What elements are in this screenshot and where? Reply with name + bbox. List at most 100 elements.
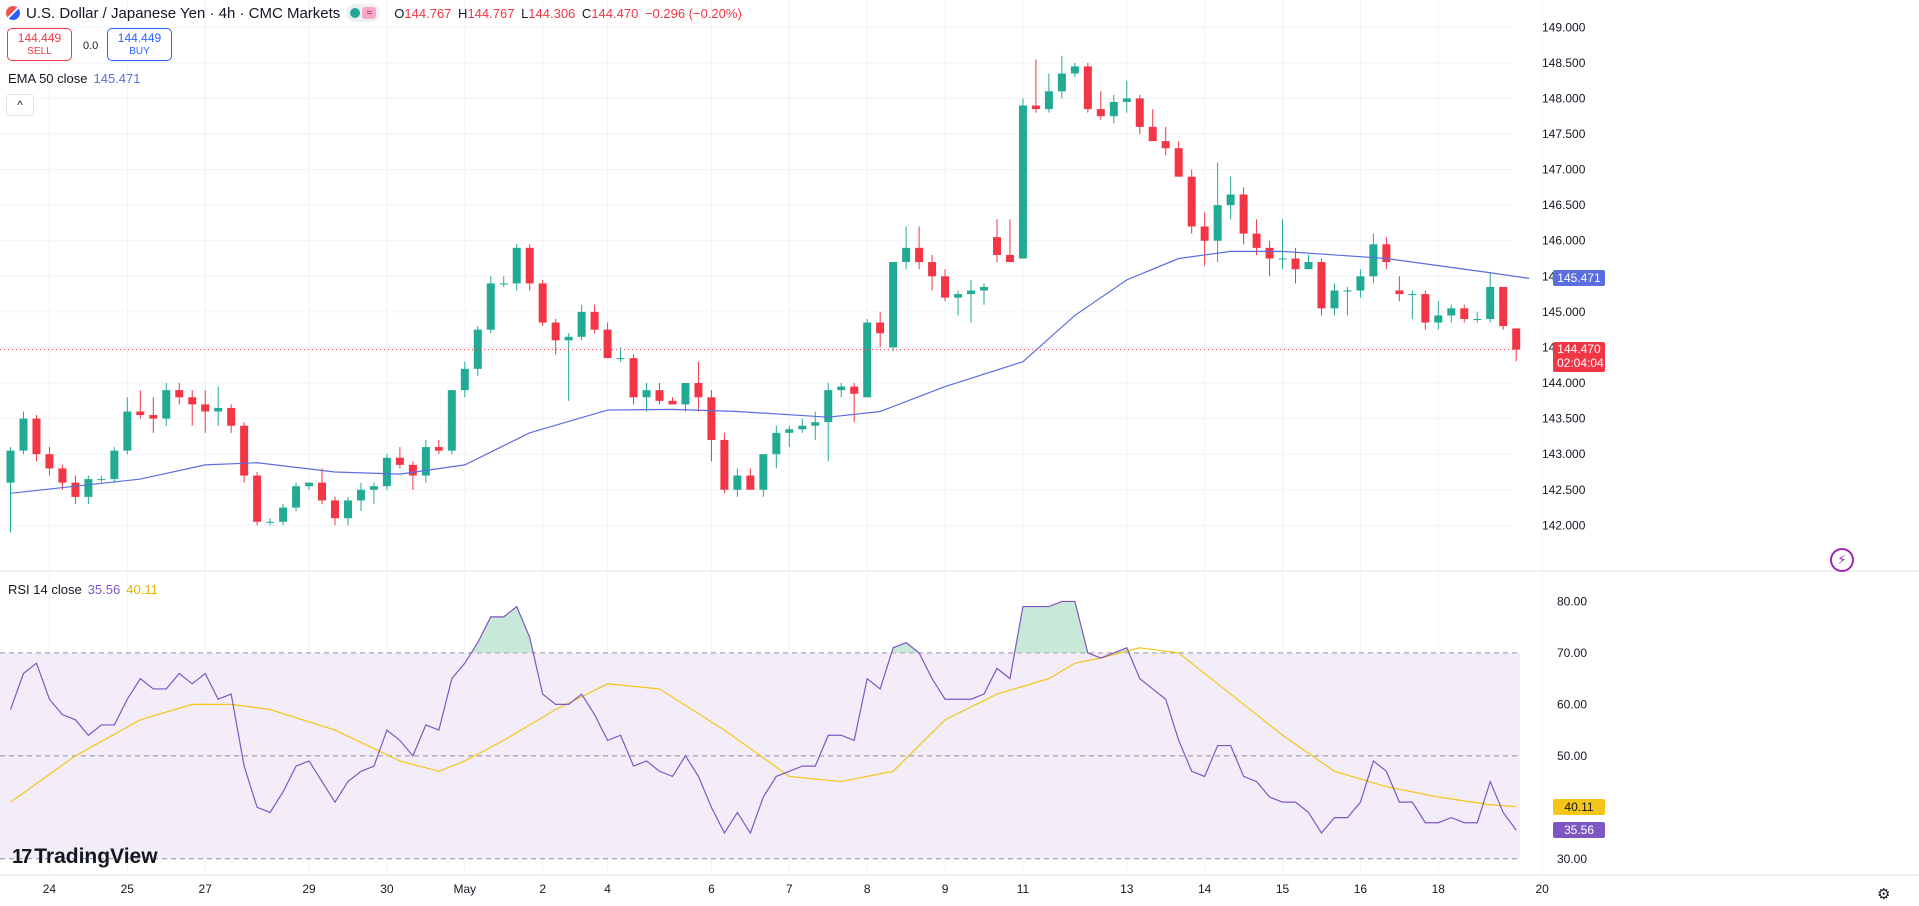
candle-body — [1304, 262, 1313, 270]
candlestick-series — [6, 55, 1521, 533]
time-tick-label: 20 — [1535, 882, 1549, 896]
ohlc-high-label: H — [458, 5, 468, 21]
settings-gear-icon[interactable]: ⚙ — [1877, 886, 1891, 903]
buy-price: 144.449 — [117, 31, 162, 45]
candle-body — [110, 450, 119, 480]
time-tick-label: 18 — [1432, 882, 1446, 896]
candle-body — [1226, 194, 1235, 206]
wave-icon: ≈ — [362, 7, 377, 19]
rsi-overbought-fill — [1014, 601, 1088, 653]
candle-body — [1187, 176, 1196, 227]
rsi-tick-label: 80.00 — [1557, 594, 1587, 608]
candle-body — [733, 475, 742, 490]
time-tick-label: 15 — [1276, 882, 1290, 896]
candle-body — [1434, 315, 1443, 323]
buy-button[interactable]: 144.449 BUY — [107, 28, 172, 61]
candle-body — [967, 290, 976, 295]
candle-body — [214, 407, 223, 412]
bar-countdown: 02:04:04 — [1557, 355, 1604, 370]
candle-body — [681, 383, 690, 405]
candle-body — [123, 411, 132, 451]
brand-name: TradingView — [34, 845, 158, 868]
candle-body — [1070, 66, 1079, 74]
candle-body — [798, 425, 807, 430]
candle-body — [1317, 262, 1326, 309]
candle-body — [395, 457, 404, 465]
candle-body — [902, 247, 911, 263]
status-pill[interactable]: ≈ — [346, 4, 381, 22]
time-tick-label: 9 — [942, 882, 949, 896]
candle-body — [343, 500, 352, 519]
candle-body — [32, 418, 41, 455]
sell-button[interactable]: 144.449 SELL — [7, 28, 72, 61]
collapse-legend-button[interactable]: ^ — [6, 94, 34, 116]
candle-body — [1291, 258, 1300, 270]
lightning-icon[interactable]: ⚡ — [1830, 548, 1854, 572]
candle-body — [71, 482, 80, 497]
candle-body — [1265, 247, 1274, 259]
candle-body — [1057, 73, 1066, 92]
candle-body — [1343, 290, 1352, 292]
candle-body — [279, 507, 288, 522]
candle-body — [915, 247, 924, 263]
candle-body — [1213, 205, 1222, 241]
ema-legend-label: EMA 50 close — [8, 71, 88, 86]
last-price-value: 144.470 — [1557, 341, 1601, 356]
candle-body — [759, 454, 768, 490]
candle-body — [1200, 226, 1209, 241]
flag-icon — [6, 6, 20, 20]
candle-body — [382, 457, 391, 487]
candle-body — [6, 450, 15, 483]
candle-body — [84, 479, 93, 497]
last-price-tag: 144.470 02:04:04 — [1553, 341, 1605, 372]
ema-line — [10, 250, 1530, 494]
candle-body — [1408, 294, 1417, 296]
candle-body — [473, 329, 482, 369]
candle-body — [175, 390, 184, 398]
candle-body — [292, 486, 301, 508]
rsi-tick-label: 50.00 — [1557, 749, 1587, 763]
rsi-lines — [9, 600, 1517, 835]
price-tick-label: 142.500 — [1542, 483, 1586, 497]
candle-body — [811, 422, 820, 426]
rsi-legend[interactable]: RSI 14 close 35.56 40.11 — [8, 582, 158, 597]
ema-legend[interactable]: EMA 50 close 145.471 — [8, 71, 141, 86]
price-tick-label: 143.000 — [1542, 447, 1586, 461]
candle-body — [525, 247, 534, 284]
time-tick-label: 24 — [43, 882, 57, 896]
time-tick-label: 25 — [121, 882, 135, 896]
candle-body — [1083, 66, 1092, 110]
tradingview-logo[interactable]: 17 TradingView — [12, 845, 158, 869]
candle-body — [512, 247, 521, 284]
candle-body — [707, 397, 716, 440]
rsi-legend-label: RSI 14 close — [8, 582, 82, 597]
ohlc-low-value: 144.306 — [528, 5, 576, 21]
candle-body — [1512, 328, 1521, 350]
ohlc-high-value: 144.767 — [467, 5, 515, 21]
time-axis: 24 25 27 29 30 May 2 4 6 7 8 9 11 13 14 15 16 18 20 — [43, 882, 1549, 896]
time-tick-label: 6 — [708, 882, 715, 896]
market-open-dot-icon — [350, 8, 361, 18]
ohlc-open-value: 144.767 — [404, 5, 452, 21]
candle-body — [564, 336, 573, 341]
ohlc-close-value: 144.470 — [591, 5, 639, 21]
candle-body — [992, 237, 1001, 255]
price-tick-label: 147.500 — [1542, 127, 1586, 141]
candle-body — [447, 390, 456, 451]
time-tick-label: 11 — [1017, 882, 1030, 896]
candle-body — [1122, 98, 1131, 102]
symbol-legend[interactable]: U.S. Dollar / Japanese Yen · 4h · CMC Ma… — [6, 4, 745, 22]
time-tick-label: 7 — [786, 882, 793, 896]
candle-body — [434, 447, 443, 451]
candle-body — [577, 311, 586, 337]
candle-body — [1278, 258, 1287, 260]
rsi-line — [9, 600, 1517, 835]
candle-body — [1330, 290, 1339, 309]
candle-body — [785, 429, 794, 433]
candle-body — [240, 425, 249, 476]
candle-body — [1421, 294, 1430, 323]
symbol-title: U.S. Dollar / Japanese Yen · 4h · CMC Ma… — [26, 4, 341, 22]
time-tick-label: May — [453, 882, 476, 896]
ohlc-change-value: −0.296 (−0.20%) — [644, 5, 742, 21]
